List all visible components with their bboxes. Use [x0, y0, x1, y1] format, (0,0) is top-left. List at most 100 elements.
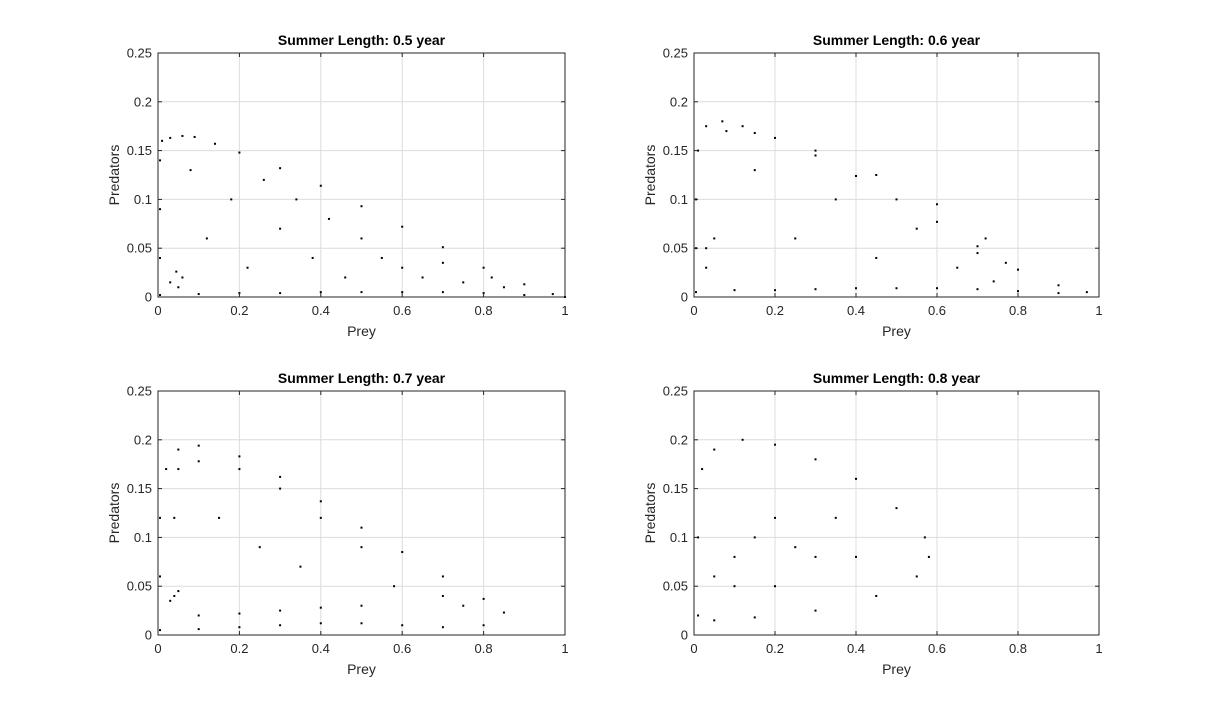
- y-axis-label: Predators: [642, 483, 658, 544]
- data-point: [177, 468, 180, 471]
- x-tick-label: 1: [1095, 303, 1102, 318]
- data-point: [523, 283, 526, 286]
- x-tick-label: 0.6: [393, 303, 411, 318]
- x-tick-label: 0.2: [230, 641, 248, 656]
- data-point: [279, 624, 282, 627]
- data-point: [159, 516, 162, 519]
- data-point: [875, 174, 878, 176]
- x-tick-label: 0.4: [312, 641, 330, 656]
- data-point: [319, 622, 322, 625]
- data-point: [992, 280, 995, 283]
- y-tick-label: 0.25: [663, 384, 688, 399]
- data-point: [875, 594, 878, 597]
- data-point: [159, 629, 162, 632]
- data-point: [834, 198, 837, 201]
- data-point: [697, 536, 700, 539]
- data-point: [1057, 292, 1060, 295]
- data-point: [279, 609, 282, 612]
- data-point: [181, 276, 184, 279]
- data-point: [173, 516, 176, 519]
- data-point: [344, 276, 347, 279]
- data-point: [258, 546, 261, 549]
- scatter-series: [697, 438, 930, 622]
- data-point: [177, 286, 180, 289]
- data-point: [213, 142, 216, 145]
- data-point: [1057, 284, 1060, 287]
- x-axis-label: Prey: [347, 323, 376, 339]
- data-point: [794, 237, 797, 240]
- scatter-series: [159, 444, 505, 632]
- data-point: [753, 536, 756, 539]
- data-point: [725, 130, 728, 133]
- data-point: [279, 292, 282, 295]
- data-point: [895, 198, 898, 201]
- data-point: [441, 291, 444, 294]
- data-point: [319, 500, 322, 503]
- x-tick-label: 0.2: [766, 303, 784, 318]
- data-point: [401, 266, 404, 269]
- y-tick-label: 0.15: [663, 143, 688, 158]
- data-point: [733, 555, 736, 558]
- data-point: [976, 288, 979, 291]
- chart-title: Summer Length: 0.8 year: [813, 370, 981, 386]
- x-tick-label: 0.2: [230, 303, 248, 318]
- data-point: [380, 256, 383, 259]
- chart-panel-3: 0 0.2 0.4 0.6 0.8 1 0 0.05 0.1 0.15 0.2 0.25 Summer …: [106, 370, 569, 677]
- data-point: [189, 169, 192, 172]
- data-point: [159, 208, 162, 211]
- data-point: [753, 132, 756, 135]
- data-point: [441, 261, 444, 264]
- y-tick-label: 0.25: [127, 384, 152, 399]
- data-point: [482, 266, 485, 269]
- data-point: [814, 609, 817, 612]
- data-point: [915, 575, 918, 578]
- chart-panel-1: 0 0.2 0.4 0.6 0.8 1 0 0.05 0.1 0.15 0.2 0.25 Summer …: [106, 32, 569, 339]
- data-point: [502, 286, 505, 289]
- chart-title: Summer Length: 0.5 year: [278, 32, 446, 48]
- y-tick-label: 0: [681, 290, 688, 305]
- data-point: [895, 287, 898, 290]
- data-point: [218, 516, 221, 519]
- axes-box: [157, 52, 566, 298]
- y-tick-label: 0.05: [127, 579, 152, 594]
- data-point: [697, 149, 700, 152]
- axes-box: [157, 390, 566, 636]
- data-point: [705, 266, 708, 269]
- x-axis-label: Prey: [882, 661, 911, 677]
- x-tick-label: 0.6: [928, 641, 946, 656]
- data-point: [205, 237, 208, 240]
- data-point: [753, 616, 756, 619]
- y-tick-label: 0.25: [127, 46, 152, 61]
- data-point: [175, 270, 178, 273]
- data-point: [482, 597, 485, 600]
- data-point: [401, 291, 404, 294]
- x-tick-label: 0.8: [1009, 641, 1027, 656]
- data-point: [197, 444, 200, 447]
- data-point: [159, 256, 162, 259]
- data-point: [895, 507, 898, 510]
- x-tick-label: 0: [690, 303, 697, 318]
- data-point: [713, 448, 716, 451]
- data-point: [705, 247, 708, 250]
- data-point: [441, 575, 444, 578]
- data-point: [319, 516, 322, 519]
- data-point: [360, 622, 363, 625]
- x-tick-label: 0: [154, 303, 161, 318]
- data-point: [774, 289, 776, 292]
- data-point: [319, 184, 322, 187]
- data-point: [262, 178, 265, 181]
- data-point: [319, 291, 322, 294]
- data-point: [705, 125, 708, 128]
- data-point: [855, 287, 857, 290]
- y-axis-label: Predators: [106, 145, 122, 206]
- data-point: [936, 203, 938, 206]
- data-point: [733, 289, 736, 292]
- y-tick-label: 0.05: [663, 579, 688, 594]
- data-point: [197, 293, 200, 296]
- data-point: [193, 135, 196, 138]
- data-point: [441, 246, 444, 249]
- y-tick-label: 0.1: [134, 530, 152, 545]
- y-tick-label: 0.05: [663, 241, 688, 256]
- data-point: [713, 619, 716, 622]
